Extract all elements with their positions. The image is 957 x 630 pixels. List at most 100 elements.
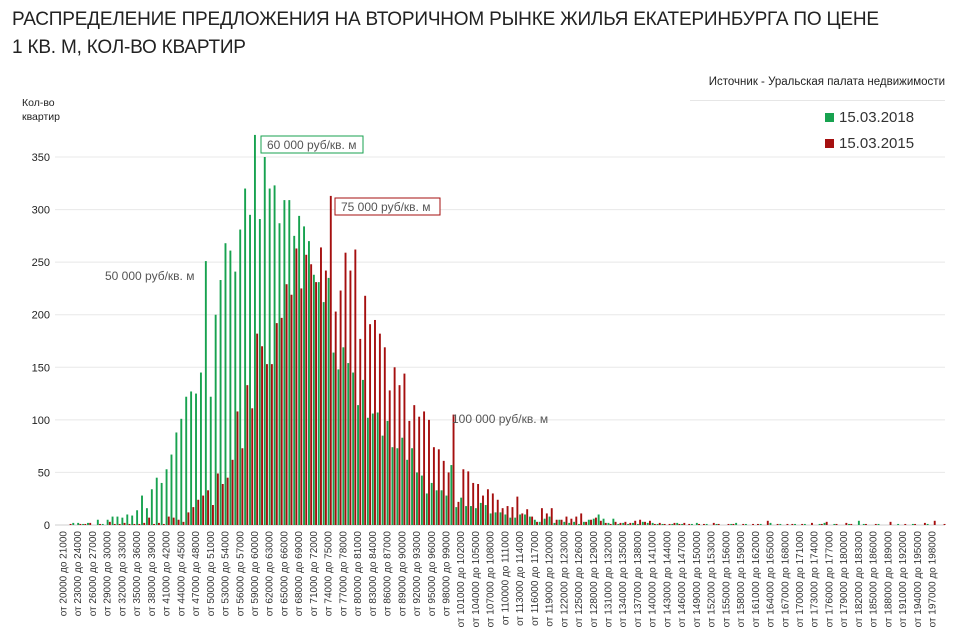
bar-2015: [668, 523, 671, 525]
bar-2018: [155, 477, 158, 525]
bar-2018: [175, 432, 178, 525]
bar-2015: [369, 324, 372, 525]
bar-2018: [573, 521, 576, 525]
bar-2015: [614, 521, 617, 525]
divider: [690, 100, 945, 101]
bar-2015: [403, 373, 406, 525]
bar-2015: [266, 364, 268, 525]
bar-2015: [354, 249, 357, 526]
x-tick-label: от 44000 до 45000: [176, 531, 187, 617]
bar-2015: [123, 522, 126, 525]
x-tick-label: от 53000 до 54000: [221, 531, 232, 617]
bar-2015: [359, 338, 362, 525]
bar-2015: [388, 390, 391, 525]
bar-2018: [607, 522, 610, 525]
bar-2015: [236, 411, 239, 525]
bar-2015: [221, 483, 224, 525]
bar-2015: [172, 517, 175, 525]
bar-2015: [442, 460, 445, 525]
x-tick-label: от 188000 до 189000: [883, 531, 894, 628]
bar-2015: [482, 495, 484, 525]
y-axis-label-line-2: квартир: [22, 111, 61, 123]
legend-label: 15.03.2015: [839, 134, 915, 152]
bar-2018: [730, 523, 733, 525]
bar-2018: [77, 522, 80, 525]
bar-2015: [477, 483, 480, 525]
bar-2018: [332, 352, 335, 525]
bar-2018: [514, 517, 517, 525]
bar-2015: [683, 522, 686, 525]
bar-2018: [582, 521, 585, 525]
x-tick-label: от 161000 до 162000: [751, 531, 762, 628]
x-tick-label: от 137000 до 138000: [633, 531, 644, 628]
bar-2018: [219, 280, 222, 525]
bar-2018: [612, 518, 615, 525]
legend-swatch-green: [825, 112, 834, 122]
bar-2015: [526, 509, 529, 525]
bar-2015: [609, 523, 612, 525]
bar-2015: [69, 523, 72, 525]
bar-2015: [511, 507, 514, 525]
legend-item-2018: 15.03.2018: [825, 104, 914, 130]
bar-2015: [590, 519, 592, 525]
bar-2015: [84, 523, 87, 525]
x-tick-label: от 50000 до 51000: [206, 531, 217, 617]
bar-2018: [209, 396, 212, 525]
bar-2015: [462, 469, 465, 525]
bar-2015: [653, 523, 656, 525]
bar-2015: [157, 522, 160, 525]
bar-2015: [261, 346, 263, 525]
bar-2015: [275, 323, 278, 525]
bar-2015: [727, 523, 730, 525]
annotation-box: [334, 197, 441, 216]
bar-2018: [587, 519, 590, 525]
bar-2015: [315, 282, 318, 525]
bar-2015: [791, 523, 794, 525]
annotation-label: 50 000 руб/кв. м: [105, 269, 194, 283]
y-tick-label: 150: [32, 362, 50, 374]
bar-2018: [239, 229, 242, 525]
bar-2015: [604, 522, 607, 525]
bar-2015: [757, 523, 759, 525]
bar-2015: [752, 523, 754, 525]
bar-2018: [244, 188, 247, 526]
bar-2015: [457, 501, 460, 525]
bar-2018: [362, 379, 364, 525]
bar-2018: [558, 519, 561, 525]
bar-2018: [224, 243, 227, 525]
bar-2015: [79, 523, 82, 525]
x-tick-label: от 68000 до 69000: [294, 531, 305, 617]
bar-2018: [509, 517, 512, 525]
y-tick-label: 0: [44, 520, 50, 532]
bar-2015: [472, 482, 475, 525]
bar-2018: [253, 134, 256, 526]
bar-2015: [825, 521, 828, 525]
bar-2015: [138, 523, 141, 525]
bar-2015: [629, 522, 632, 525]
annotation-label: 100 000 руб/кв. м: [452, 412, 548, 426]
x-tick-label: от 29000 до 30000: [103, 531, 114, 617]
bar-2015: [570, 518, 573, 525]
bar-2018: [489, 513, 492, 525]
x-tick-label: от 179000 до 180000: [839, 531, 850, 628]
bar-2018: [116, 516, 119, 525]
bar-2015: [192, 507, 195, 525]
bar-2015: [560, 519, 563, 525]
bar-2018: [82, 523, 85, 525]
bar-2015: [320, 247, 322, 525]
bar-2015: [914, 523, 917, 525]
bar-2018: [578, 523, 580, 525]
y-tick-label: 50: [38, 467, 50, 479]
bar-2015: [324, 270, 327, 525]
bar-2018: [170, 454, 173, 525]
x-tick-label: от 119000 до 120000: [545, 531, 556, 627]
bar-2015: [889, 521, 892, 525]
bar-2015: [698, 523, 700, 525]
bar-2018: [283, 200, 286, 525]
bar-2018: [794, 523, 796, 525]
bar-2015: [486, 489, 489, 525]
bar-2018: [641, 521, 644, 525]
bar-2018: [735, 522, 738, 525]
bar-2018: [396, 448, 399, 525]
bar-2018: [214, 314, 217, 525]
